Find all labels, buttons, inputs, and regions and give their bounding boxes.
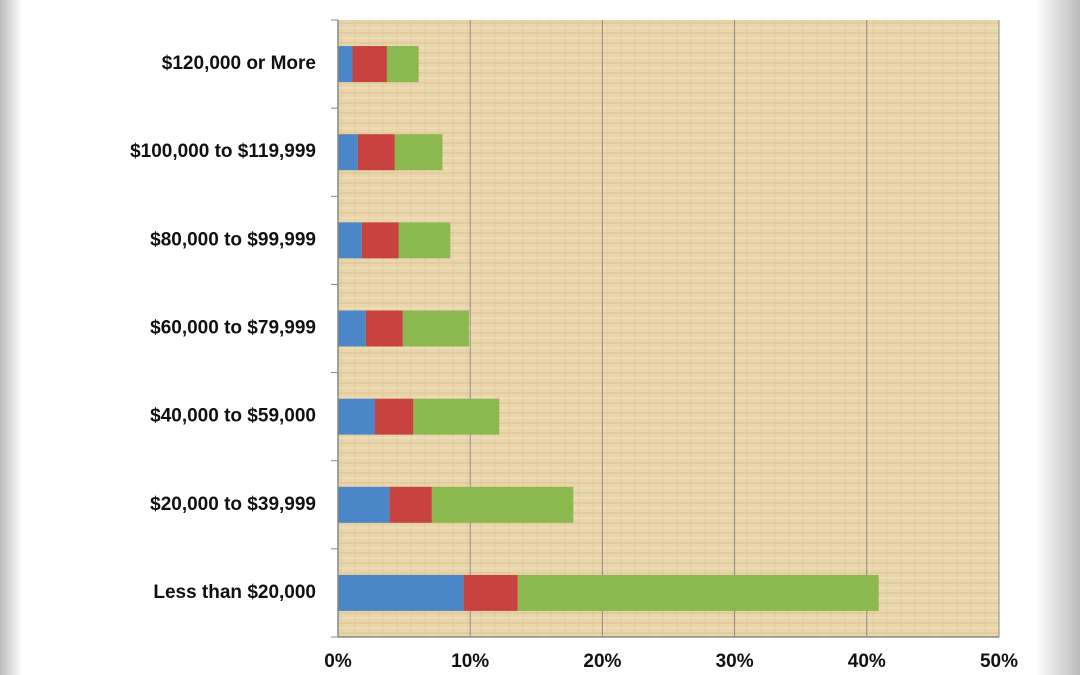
bar-segment [398,222,451,259]
x-tick-label: 30% [716,651,754,672]
y-tick-label: $60,000 to $79,999 [150,318,316,339]
bar-segment [338,486,390,523]
y-tick-label: $120,000 or More [162,53,316,74]
bar-segment [352,46,387,83]
bar-segment [338,574,464,611]
x-tick-label: 40% [848,651,886,672]
bar-segment [365,310,403,347]
x-tick-label: 0% [324,651,352,672]
bar-segment [389,486,432,523]
x-tick-label: 20% [583,651,621,672]
bar-segment [338,134,358,171]
bar-segment [338,222,362,259]
bar-segment [431,486,574,523]
bar-segment [394,134,443,171]
x-tick-label: 10% [451,651,489,672]
bar-segment [361,222,399,259]
bar-segment [375,398,414,435]
bar-segment [386,46,419,83]
y-tick-label: $40,000 to $59,000 [150,406,316,427]
bar-segment [463,574,518,611]
bar-segment [338,46,353,83]
x-tick-label: 50% [980,651,1018,672]
frame-shadow [1036,0,1080,675]
bar-segment [413,398,500,435]
y-tick-label: $20,000 to $39,999 [150,494,316,515]
y-tick-label: Less than $20,000 [153,582,316,603]
bar-segment [338,310,366,347]
y-tick-label: $100,000 to $119,999 [130,141,316,162]
bar-segment [517,574,879,611]
y-tick-label: $80,000 to $99,999 [150,229,316,250]
frame-shadow [0,0,22,675]
bar-segment [357,134,395,171]
bar-segment [338,398,376,435]
bar-segment [402,310,469,347]
